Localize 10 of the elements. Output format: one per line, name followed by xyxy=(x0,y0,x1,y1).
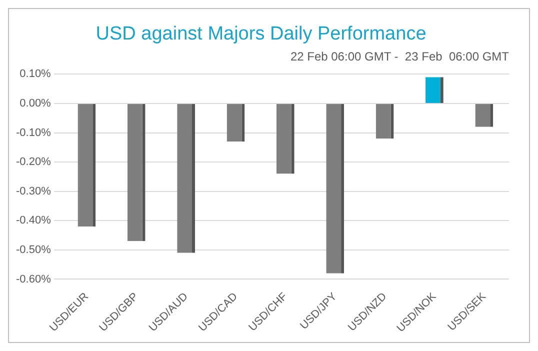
chart-title: USD against Majors Daily Performance xyxy=(96,24,426,45)
y-tick-label: -0.40% xyxy=(16,214,52,227)
y-tick-label: -0.20% xyxy=(16,156,52,168)
y-tick-label: -0.30% xyxy=(16,185,52,198)
y-tick-label: -0.10% xyxy=(16,126,52,139)
chart-subtitle: 22 Feb 06:00 GMT - 23 Feb 06:00 GMT xyxy=(290,49,510,64)
y-tick-label: 0.10% xyxy=(20,68,52,80)
y-tick-label: 0.00% xyxy=(20,98,52,110)
y-tick-label: -0.60% xyxy=(16,273,52,286)
y-tick-label: -0.50% xyxy=(16,244,52,256)
